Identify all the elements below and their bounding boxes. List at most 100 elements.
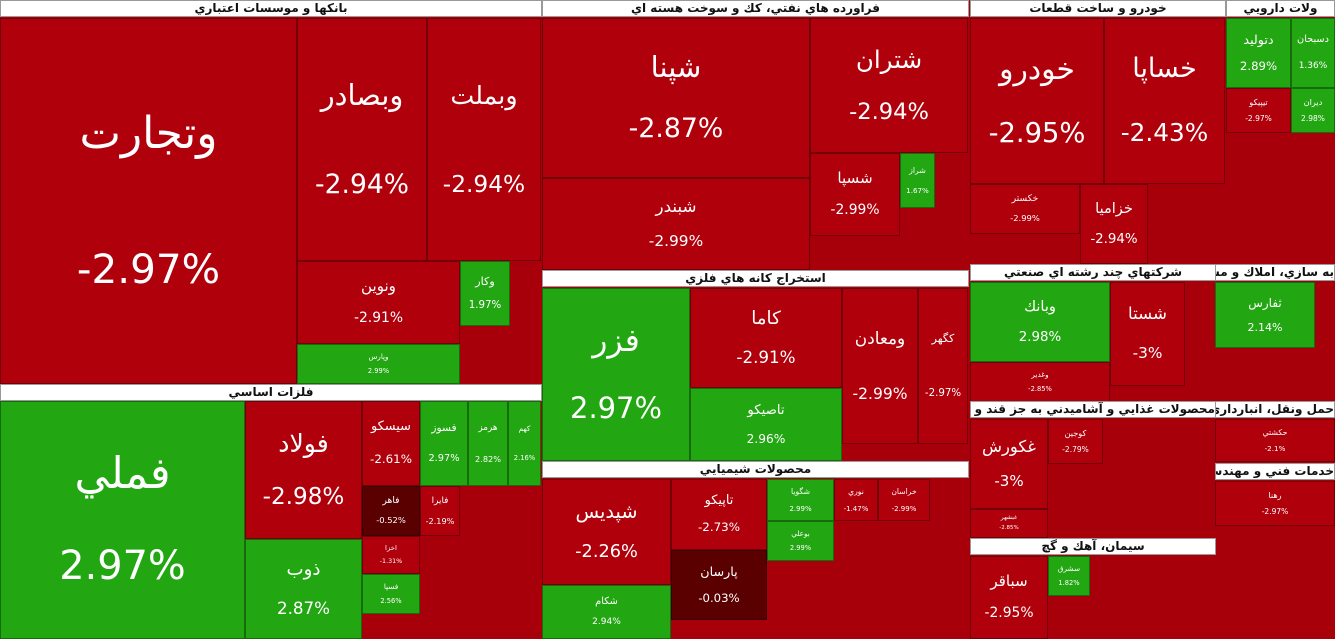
- tile: وبانك 2.98%: [970, 282, 1110, 362]
- tile-change: -1.31%: [379, 558, 403, 566]
- tile-change: -2.99%: [891, 503, 917, 513]
- tile-name: سباقر: [990, 572, 1028, 591]
- tile-change: 1.82%: [1058, 579, 1080, 588]
- tile: خساپا -2.43%: [1104, 18, 1225, 184]
- tile-change: -2.97%: [1261, 507, 1289, 517]
- tile-change: -3%: [1132, 344, 1163, 363]
- tile-change: 1.67%: [906, 186, 929, 196]
- tile-name: وبانك: [1024, 298, 1056, 315]
- tile-change: -2.98%: [262, 483, 345, 510]
- tile: ومعادن -2.99%: [842, 288, 918, 444]
- tile-change: -2.97%: [924, 387, 962, 399]
- tile-name: خراسان: [891, 487, 917, 497]
- tile: دتوليد 2.89%: [1226, 18, 1291, 88]
- tile-name: خكستر: [1011, 194, 1039, 205]
- tile: وغدير -2.85%: [970, 362, 1110, 402]
- tile-name: رهنا: [1268, 490, 1282, 501]
- sector-title: محصولات شيميايي: [542, 461, 969, 478]
- tile-name: خودرو: [999, 51, 1075, 87]
- tile: وبملت -2.94%: [427, 18, 541, 261]
- tile-name: ثفارس: [1248, 295, 1282, 310]
- tile-name: ذوب: [286, 559, 321, 581]
- tile: شتران -2.94%: [810, 18, 968, 153]
- tile: كگهر -2.97%: [918, 288, 968, 444]
- tile: فزر 2.97%: [542, 288, 690, 461]
- tile: شگويا 2.99%: [767, 479, 834, 521]
- tile-name: حكشتي: [1262, 427, 1288, 437]
- tile: ونوين -2.91%: [297, 261, 460, 344]
- sector-title: بانكها و موسسات اعتباري: [0, 0, 542, 17]
- tile: وبصادر -2.94%: [297, 18, 427, 261]
- tile-name: كهم: [518, 423, 531, 433]
- tile: وكار 1.97%: [460, 261, 510, 326]
- sector-title: استخراج كانه هاي فلزي: [542, 270, 969, 287]
- tile-name: شگويا: [791, 487, 810, 497]
- tile-name: وكار: [475, 274, 495, 288]
- tile-name: غبشهر: [1000, 514, 1018, 522]
- tile-name: تاصيكو: [747, 403, 785, 419]
- tile-name: نوري: [848, 487, 864, 497]
- tile-name: ونوين: [361, 277, 396, 296]
- tile-change: -1.47%: [843, 503, 869, 513]
- tile-name: فزر: [592, 322, 640, 359]
- tile-name: اخزا: [385, 543, 397, 552]
- tile-change: -2.99%: [1010, 213, 1040, 224]
- tile: شراز 1.67%: [900, 153, 935, 208]
- tile-change: -2.91%: [353, 309, 404, 326]
- tile-change: 2.97%: [570, 391, 662, 426]
- tile-change: -2.26%: [575, 541, 638, 562]
- tile-change: -2.94%: [1090, 231, 1138, 247]
- tile: وپارس 2.99%: [297, 344, 460, 384]
- tile-change: -2.99%: [830, 201, 880, 218]
- sector-title: به سازي، املاك و مستغلات: [1215, 264, 1335, 281]
- tile: فسپا 2.56%: [362, 574, 420, 614]
- tile-name: فملي: [74, 448, 171, 499]
- tile-change: -2.97%: [1245, 114, 1272, 124]
- sector-title: سيمان، آهك و گچ: [970, 538, 1216, 555]
- sector-title: محصولات غذايي و آشاميدني به جز قند و شكر: [970, 401, 1216, 418]
- tile-name: شسپا: [837, 169, 873, 188]
- tile: رهنا -2.97%: [1215, 481, 1335, 526]
- tile-change: 2.99%: [367, 367, 390, 376]
- tile-name: كگهر: [931, 332, 955, 346]
- tile: فسوز 2.97%: [420, 401, 468, 486]
- tile-name: كاما: [751, 308, 781, 330]
- tile-name: شپديس: [575, 500, 638, 524]
- tile: غبشهر -2.85%: [970, 509, 1048, 538]
- tile-name: فايرا: [431, 496, 449, 507]
- tile-change: 2.97%: [428, 453, 460, 465]
- tile-change: 2.97%: [59, 543, 186, 590]
- tile-change: -2.94%: [849, 98, 929, 125]
- tile: شپنا -2.87%: [542, 18, 810, 178]
- tile-change: -3%: [994, 472, 1024, 491]
- tile-change: -0.03%: [698, 590, 740, 605]
- tile-name: شستا: [1128, 304, 1167, 324]
- tile-change: -2.94%: [315, 168, 409, 200]
- tile-change: -2.85%: [1028, 385, 1052, 394]
- sector-title: شركتهاي چند رشته اي صنعتي: [970, 264, 1216, 281]
- tile-name: خزاميا: [1095, 200, 1133, 217]
- tile: ديران 2.98%: [1291, 88, 1335, 133]
- tile-name: فاهر: [382, 496, 400, 507]
- tile-name: شكام: [595, 596, 618, 608]
- tile-name: شبندر: [655, 196, 697, 217]
- tile-change: 2.98%: [1018, 329, 1062, 345]
- tile: پارسان -0.03%: [671, 550, 767, 620]
- tile-name: غكورش: [982, 436, 1036, 456]
- tile-change: 1.36%: [1298, 60, 1328, 71]
- tile-change: -2.87%: [628, 113, 724, 145]
- tile: دسبحان 1.36%: [1291, 18, 1335, 88]
- tile: شبندر -2.99%: [542, 178, 810, 270]
- tile: فملي 2.97%: [0, 401, 245, 639]
- tile-change: -2.99%: [648, 232, 704, 251]
- sector-title: حمل ونقل، انبارداري و ارتباطات: [1215, 401, 1335, 418]
- tile-name: سشرق: [1057, 564, 1081, 574]
- tile-name: دتوليد: [1243, 31, 1274, 47]
- tile-name: وغدير: [1031, 370, 1049, 380]
- tile: شپديس -2.26%: [542, 479, 671, 585]
- tile: تاپيكو -2.73%: [671, 479, 767, 550]
- tile: اخزا -1.31%: [362, 536, 420, 574]
- tile: كهم 2.16%: [508, 401, 541, 486]
- tile-name: شتران: [855, 44, 923, 74]
